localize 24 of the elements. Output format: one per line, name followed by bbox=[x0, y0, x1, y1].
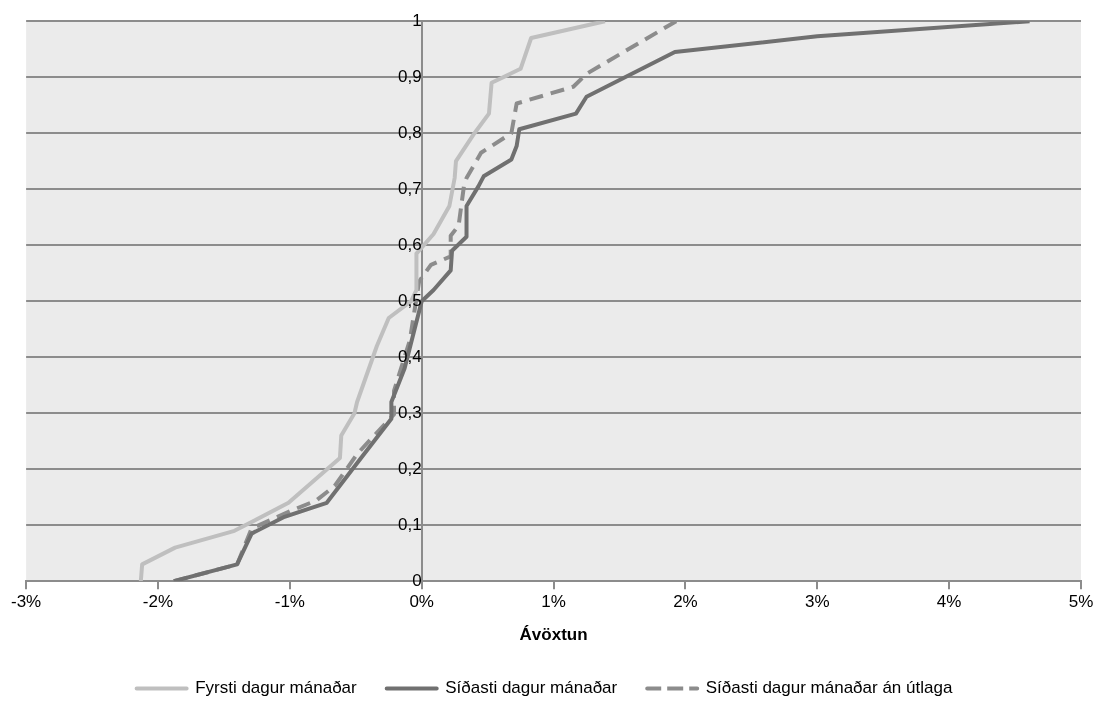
legend-label: Síðasti dagur mánaðar án útlaga bbox=[705, 678, 953, 698]
x-tick-label: 2% bbox=[673, 592, 698, 612]
y-tick-label: 0,1 bbox=[398, 514, 422, 534]
y-tick-label: 0,2 bbox=[398, 458, 422, 478]
x-tick-label: 5% bbox=[1068, 592, 1094, 612]
y-tick-label: 0,5 bbox=[398, 290, 422, 310]
y-tick-label: 0,3 bbox=[398, 402, 422, 422]
y-tick-label: 0 bbox=[412, 570, 422, 590]
x-tick-label: -3% bbox=[11, 592, 42, 612]
x-tick-label: 0% bbox=[409, 592, 434, 612]
x-tick-label: 3% bbox=[804, 592, 830, 612]
y-tick-label: 0,6 bbox=[398, 234, 422, 254]
y-tick-label: 0,7 bbox=[398, 178, 422, 198]
x-tick-label: 1% bbox=[541, 592, 566, 612]
x-tick-label: 4% bbox=[936, 592, 962, 612]
y-tick-label: 0,9 bbox=[398, 66, 422, 86]
x-tick-label: -1% bbox=[274, 592, 305, 612]
x-tick-label: -2% bbox=[142, 592, 174, 612]
legend-label: Fyrsti dagur mánaðar bbox=[195, 678, 358, 698]
legend-label: Síðasti dagur mánaðar bbox=[445, 678, 618, 698]
x-axis-title: Ávöxtun bbox=[519, 625, 588, 645]
y-tick-label: 1 bbox=[412, 10, 422, 30]
y-tick-label: 0,8 bbox=[398, 122, 422, 142]
y-tick-label: 0,4 bbox=[398, 346, 422, 366]
